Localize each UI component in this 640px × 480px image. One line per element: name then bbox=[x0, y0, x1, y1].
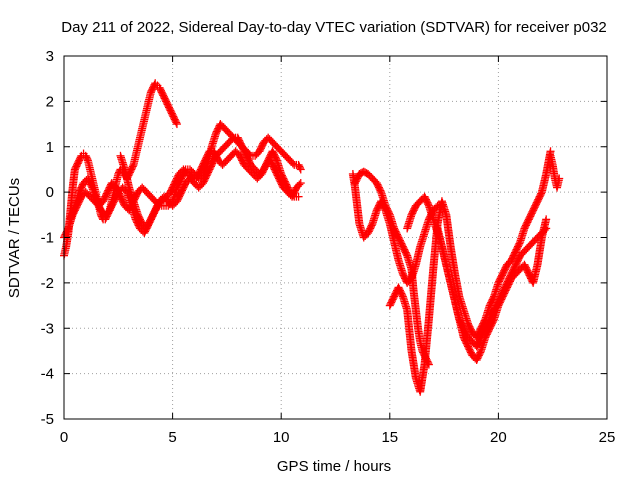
y-tick-label: -1 bbox=[41, 230, 54, 247]
data-point bbox=[542, 215, 551, 224]
data-point bbox=[296, 179, 305, 188]
x-tick-label: 25 bbox=[599, 429, 616, 446]
y-tick-label: 3 bbox=[46, 48, 54, 65]
chart-title: Day 211 of 2022, Sidereal Day-to-day VTE… bbox=[61, 19, 607, 36]
data-point bbox=[555, 174, 564, 183]
data-point bbox=[295, 180, 304, 189]
y-axis-label: SDTVAR / TECUs bbox=[6, 178, 23, 298]
y-tick-label: -5 bbox=[41, 411, 54, 428]
x-tick-label: 5 bbox=[168, 429, 176, 446]
data-point bbox=[294, 192, 303, 201]
data-point bbox=[288, 191, 297, 200]
data-point bbox=[296, 165, 305, 174]
y-tick-label: 1 bbox=[46, 139, 54, 156]
x-tick-label: 10 bbox=[273, 429, 290, 446]
x-tick-label: 0 bbox=[60, 429, 68, 446]
y-tick-label: -2 bbox=[41, 275, 54, 292]
data-point bbox=[288, 159, 297, 168]
x-axis-label: GPS time / hours bbox=[277, 458, 391, 475]
y-tick-label: -4 bbox=[41, 366, 54, 383]
data-point bbox=[172, 118, 181, 127]
y-tick-label: 2 bbox=[46, 93, 54, 110]
data-points bbox=[60, 79, 564, 396]
data-point bbox=[296, 163, 305, 172]
data-point bbox=[172, 120, 181, 129]
data-point bbox=[83, 154, 92, 163]
y-tick-label: 0 bbox=[46, 184, 54, 201]
x-tick-label: 20 bbox=[490, 429, 507, 446]
y-tick-label: -3 bbox=[41, 320, 54, 337]
x-tick-label: 15 bbox=[381, 429, 398, 446]
axis-ticks: 0 5 10 15 20 25 -5 -4 -3 -2 -1 0 1 2 3 bbox=[41, 48, 616, 446]
data-point bbox=[128, 162, 137, 171]
